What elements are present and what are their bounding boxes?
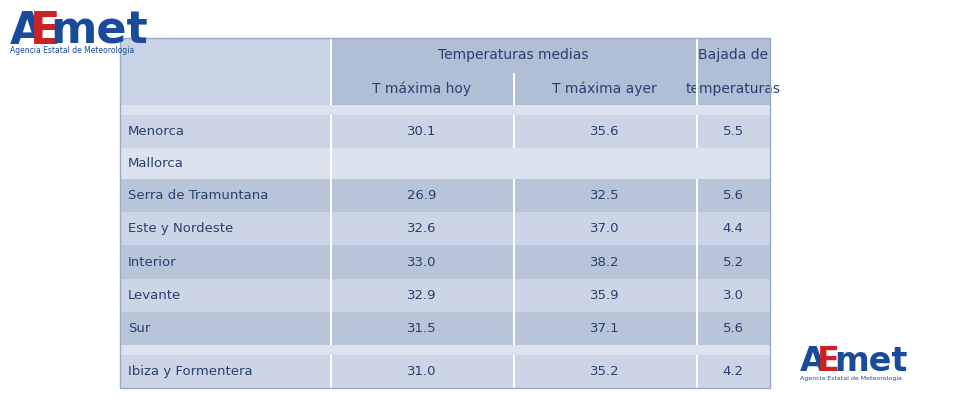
Bar [330, 245, 332, 279]
Bar [120, 38, 770, 388]
Bar [330, 38, 770, 73]
Bar [330, 73, 770, 105]
Bar [330, 312, 332, 345]
Text: Sur: Sur [128, 322, 150, 335]
Bar [513, 212, 515, 245]
Bar [696, 73, 698, 105]
Bar [120, 148, 770, 179]
Text: temperaturas: temperaturas [685, 82, 781, 96]
Text: 38.2: 38.2 [590, 256, 619, 268]
Bar [120, 179, 770, 212]
Bar [513, 73, 515, 105]
Text: met: met [834, 345, 907, 378]
Text: 37.1: 37.1 [590, 322, 619, 335]
Text: 4.2: 4.2 [723, 365, 744, 378]
Bar [696, 212, 698, 245]
Text: met: met [50, 10, 147, 53]
Text: 37.0: 37.0 [590, 222, 619, 236]
Text: Interior: Interior [128, 256, 177, 268]
Text: 32.9: 32.9 [407, 289, 436, 302]
Text: 33.0: 33.0 [407, 256, 436, 268]
Bar [330, 148, 332, 179]
Bar [513, 355, 515, 388]
Text: 5.5: 5.5 [723, 125, 744, 138]
Text: E: E [817, 345, 840, 378]
Bar [696, 355, 698, 388]
Bar [330, 179, 332, 212]
Bar [120, 279, 770, 312]
Bar [120, 38, 330, 73]
Bar [120, 105, 770, 115]
Bar [696, 115, 698, 148]
Text: Levante: Levante [128, 289, 181, 302]
Text: Este y Nordeste: Este y Nordeste [128, 222, 234, 236]
Bar [513, 115, 515, 148]
Bar [696, 38, 698, 73]
Bar [120, 38, 770, 388]
Bar [513, 179, 515, 212]
Bar [120, 115, 770, 148]
Text: T máxima ayer: T máxima ayer [552, 82, 657, 96]
Bar [513, 245, 515, 279]
Text: 3.0: 3.0 [723, 289, 744, 302]
Text: 31.5: 31.5 [407, 322, 436, 335]
Text: 31.0: 31.0 [407, 365, 436, 378]
Bar [330, 115, 332, 148]
Text: Mallorca: Mallorca [128, 157, 184, 170]
Text: 35.9: 35.9 [590, 289, 619, 302]
Text: Temperaturas medias: Temperaturas medias [437, 48, 589, 62]
Bar [696, 245, 698, 279]
Text: Agencia Estatal de Meteorología: Agencia Estatal de Meteorología [10, 46, 134, 55]
Text: Bajada de: Bajada de [698, 48, 768, 62]
Bar [696, 179, 698, 212]
Bar [120, 345, 770, 355]
Bar [330, 212, 332, 245]
Text: Ibiza y Formentera: Ibiza y Formentera [128, 365, 253, 378]
Bar [513, 279, 515, 312]
Text: Menorca: Menorca [128, 125, 185, 138]
Text: 35.2: 35.2 [590, 365, 619, 378]
Text: 32.5: 32.5 [590, 189, 619, 202]
Text: A: A [10, 10, 44, 53]
Text: E: E [30, 10, 60, 53]
Bar [330, 355, 332, 388]
Text: A: A [800, 345, 826, 378]
Bar [330, 38, 332, 73]
Text: T máxima hoy: T máxima hoy [372, 82, 471, 96]
Text: 4.4: 4.4 [723, 222, 744, 236]
Text: 5.2: 5.2 [723, 256, 744, 268]
Bar [120, 212, 770, 245]
Bar [120, 355, 770, 388]
Text: 5.6: 5.6 [723, 322, 744, 335]
Bar [513, 312, 515, 345]
Bar [120, 312, 770, 345]
Bar [696, 279, 698, 312]
Bar [120, 73, 330, 105]
Bar [696, 312, 698, 345]
Text: 30.1: 30.1 [407, 125, 436, 138]
Text: 26.9: 26.9 [407, 189, 436, 202]
Bar [330, 279, 332, 312]
Bar [330, 73, 332, 105]
Text: Agencia Estatal de Meteorología: Agencia Estatal de Meteorología [800, 375, 901, 381]
Text: 32.6: 32.6 [407, 222, 436, 236]
Text: 35.6: 35.6 [590, 125, 619, 138]
Bar [120, 245, 770, 279]
Text: Serra de Tramuntana: Serra de Tramuntana [128, 189, 268, 202]
Text: 5.6: 5.6 [723, 189, 744, 202]
